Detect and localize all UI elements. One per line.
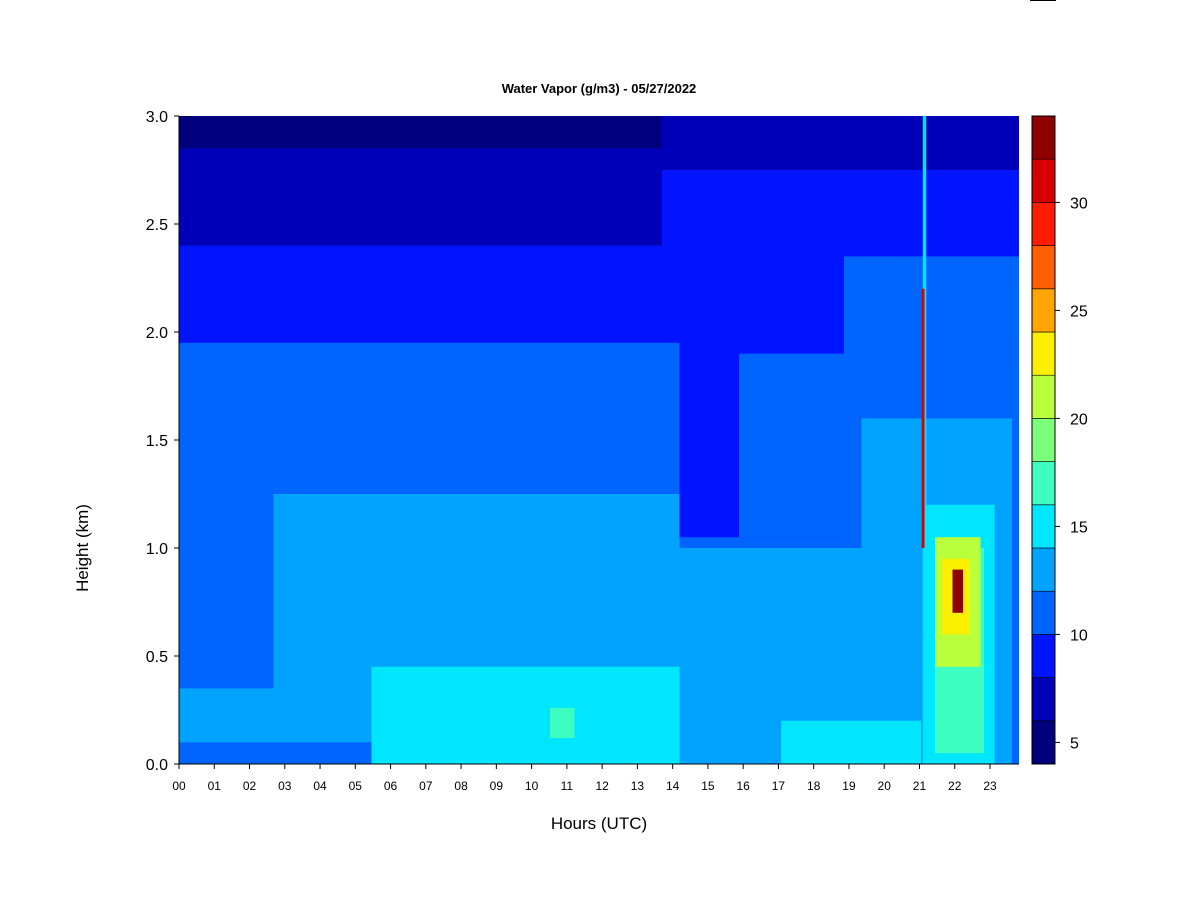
colorbar-level-0 <box>1032 721 1055 764</box>
x-tick-label: 09 <box>490 779 504 793</box>
colorbar-level-10 <box>1032 289 1055 332</box>
colorbar-tick-label: 30 <box>1070 195 1088 212</box>
x-tick-label: 16 <box>736 779 750 793</box>
x-tick-label: 04 <box>313 779 327 793</box>
x-tick-label: 14 <box>666 779 680 793</box>
x-tick-label: 05 <box>349 779 363 793</box>
heatmap-region-13 <box>781 721 921 764</box>
x-tick-label: 00 <box>172 779 186 793</box>
heatmap-region-9 <box>179 688 274 742</box>
x-tick-label: 11 <box>561 779 574 793</box>
x-tick-label: 15 <box>701 779 715 793</box>
corner-mark <box>1030 0 1056 1</box>
colorbar-tick-label: 25 <box>1070 303 1088 320</box>
y-axis-label: Height (km) <box>73 504 92 592</box>
colorbar-level-6 <box>1032 462 1055 505</box>
colorbar-level-1 <box>1032 678 1055 721</box>
colorbar-level-12 <box>1032 202 1055 245</box>
colorbar-level-13 <box>1032 159 1055 202</box>
y-tick-label: 2.5 <box>146 217 168 234</box>
x-tick-label: 20 <box>878 779 892 793</box>
x-tick-label: 07 <box>419 779 433 793</box>
colorbar-level-3 <box>1032 591 1055 634</box>
heatmap-region-1 <box>179 116 662 148</box>
colorbar-tick-label: 5 <box>1070 735 1079 752</box>
y-tick-label: 1.5 <box>146 433 168 450</box>
heatmap-plot-area <box>179 116 1019 764</box>
x-tick-label: 21 <box>913 779 927 793</box>
colorbar-level-5 <box>1032 505 1055 548</box>
heatmap-region-21 <box>922 289 925 548</box>
x-tick-label: 03 <box>278 779 292 793</box>
heatmap-region-15 <box>550 708 575 738</box>
colorbar: 5 10 15 20 25 30 <box>1032 116 1088 764</box>
x-tick-label: 02 <box>243 779 257 793</box>
x-tick-label: 18 <box>807 779 821 793</box>
x-tick-label: 12 <box>595 779 609 793</box>
x-tick-label: 23 <box>983 779 997 793</box>
colorbar-level-4 <box>1032 548 1055 591</box>
x-tick-label: 01 <box>208 779 222 793</box>
colorbar-level-7 <box>1032 418 1055 461</box>
y-tick-label: 0.5 <box>146 649 168 666</box>
colorbar-tick-label: 20 <box>1070 411 1088 428</box>
colorbar-level-9 <box>1032 332 1055 375</box>
x-tick-label: 19 <box>842 779 856 793</box>
colorbar-level-11 <box>1032 246 1055 289</box>
colorbar-level-2 <box>1032 634 1055 677</box>
x-tick-label: 17 <box>772 779 786 793</box>
y-tick-label: 0.0 <box>146 757 168 774</box>
x-tick-label: 08 <box>454 779 468 793</box>
y-tick-label: 3.0 <box>146 109 168 126</box>
heatmap-region-12 <box>372 667 680 764</box>
x-tick-label: 13 <box>631 779 645 793</box>
colorbar-level-8 <box>1032 375 1055 418</box>
colorbar-tick-label: 10 <box>1070 627 1088 644</box>
y-tick-label: 1.0 <box>146 541 168 558</box>
colorbar-level-14 <box>1032 116 1055 159</box>
heatmap-region-19 <box>953 570 964 613</box>
colorbar-tick-label: 15 <box>1070 519 1088 536</box>
x-axis-label: Hours (UTC) <box>551 814 647 833</box>
x-tick-label: 10 <box>525 779 539 793</box>
y-tick-label: 2.0 <box>146 325 168 342</box>
chart-title: Water Vapor (g/m3) - 05/27/2022 <box>502 81 697 96</box>
x-tick-label: 06 <box>384 779 398 793</box>
x-tick-label: 22 <box>948 779 962 793</box>
